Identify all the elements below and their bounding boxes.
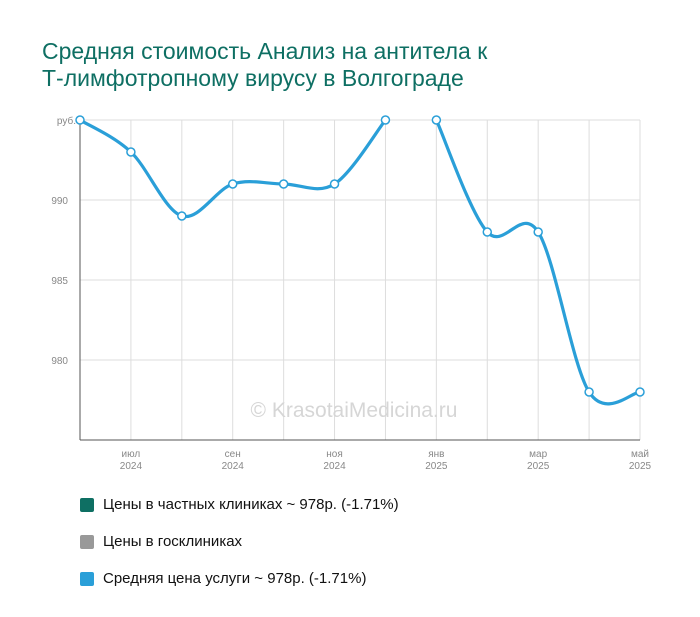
data-point [635, 387, 645, 397]
x-tick-label-month: янв [428, 449, 444, 460]
legend-item-average[interactable]: Средняя цена услуги ~ 978р. (-1.71%) [80, 560, 399, 597]
y-tick-label: 985 [51, 276, 68, 287]
x-tick-label-year: 2024 [323, 461, 346, 472]
legend-label-average: Средняя цена услуги ~ 978р. (-1.71%) [103, 570, 367, 587]
data-point [380, 115, 391, 125]
watermark-text: © KrasotaiMedicina.ru [251, 399, 458, 422]
data-point [126, 147, 136, 157]
legend-swatch-private [80, 497, 94, 512]
x-tick-label-month: ноя [326, 449, 343, 460]
data-point [177, 211, 187, 221]
x-tick-label-month: май [631, 449, 649, 460]
x-tick-label-year: 2024 [222, 461, 245, 472]
data-point [75, 115, 85, 125]
chart-title: Средняя стоимость Анализ на антитела к Т… [42, 38, 662, 92]
legend-label-public: Цены в госклиниках [103, 533, 243, 550]
chart-title-line-2: Т-лимфотропному вирусу в Волгограде [42, 65, 464, 91]
chart-title-line-1: Средняя стоимость Анализ на антитела к [42, 38, 488, 64]
x-tick-label-year: 2025 [425, 461, 448, 472]
chart-legend: Цены в частных клиниках ~ 978р. (-1.71%)… [80, 486, 399, 597]
x-tick-label-month: сен [225, 449, 241, 460]
data-point [227, 179, 238, 189]
y-tick-label: 980 [51, 356, 68, 367]
x-tick-label-year: 2025 [629, 461, 652, 472]
legend-swatch-public [80, 534, 94, 549]
data-point [482, 227, 493, 237]
y-tick-label: 990 [51, 196, 68, 207]
x-tick-label-month: мар [529, 449, 547, 460]
data-point [431, 115, 442, 125]
legend-label-private: Цены в частных клиниках ~ 978р. (-1.71%) [103, 496, 399, 513]
data-point [533, 227, 543, 237]
x-tick-label-year: 2025 [527, 461, 550, 472]
legend-item-private[interactable]: Цены в частных клиниках ~ 978р. (-1.71%) [80, 486, 399, 523]
x-tick-label-year: 2024 [120, 461, 143, 472]
data-point [329, 179, 340, 189]
data-point [584, 387, 594, 397]
x-tick-label-month: июл [122, 449, 141, 460]
data-point [278, 179, 289, 189]
legend-item-public[interactable]: Цены в госклиниках [80, 523, 399, 560]
legend-swatch-average [80, 571, 94, 586]
y-unit-label: руб. [57, 115, 76, 127]
